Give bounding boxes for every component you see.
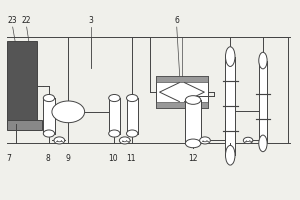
Text: 11: 11 [126, 154, 135, 163]
Text: 6: 6 [174, 16, 179, 25]
Ellipse shape [226, 47, 235, 66]
Bar [156, 76, 208, 82]
Bar [127, 98, 138, 134]
Circle shape [243, 137, 253, 144]
Bar [156, 102, 208, 108]
Bar [7, 41, 37, 124]
Bar [156, 76, 208, 108]
Ellipse shape [226, 145, 235, 165]
Ellipse shape [109, 130, 120, 137]
Ellipse shape [127, 130, 138, 137]
Text: 9: 9 [66, 154, 71, 163]
Bar [43, 98, 55, 134]
Ellipse shape [43, 130, 55, 137]
Ellipse shape [259, 52, 267, 69]
Text: 10: 10 [108, 154, 118, 163]
Bar [109, 98, 120, 134]
Ellipse shape [109, 94, 120, 102]
Text: 7: 7 [6, 154, 11, 163]
Text: 23: 23 [8, 16, 17, 25]
Circle shape [52, 101, 85, 123]
Text: 8: 8 [45, 154, 50, 163]
Ellipse shape [185, 96, 201, 104]
Ellipse shape [185, 139, 201, 148]
Ellipse shape [127, 94, 138, 102]
Circle shape [200, 137, 210, 144]
Circle shape [54, 137, 65, 144]
Ellipse shape [43, 94, 55, 102]
Text: 12: 12 [188, 154, 198, 163]
Text: 3: 3 [88, 16, 93, 25]
Ellipse shape [259, 135, 267, 152]
Circle shape [119, 137, 130, 144]
Text: 22: 22 [22, 16, 32, 25]
Bar [259, 61, 267, 143]
Bar [185, 100, 201, 143]
Bar [7, 120, 41, 130]
Bar [226, 57, 235, 155]
